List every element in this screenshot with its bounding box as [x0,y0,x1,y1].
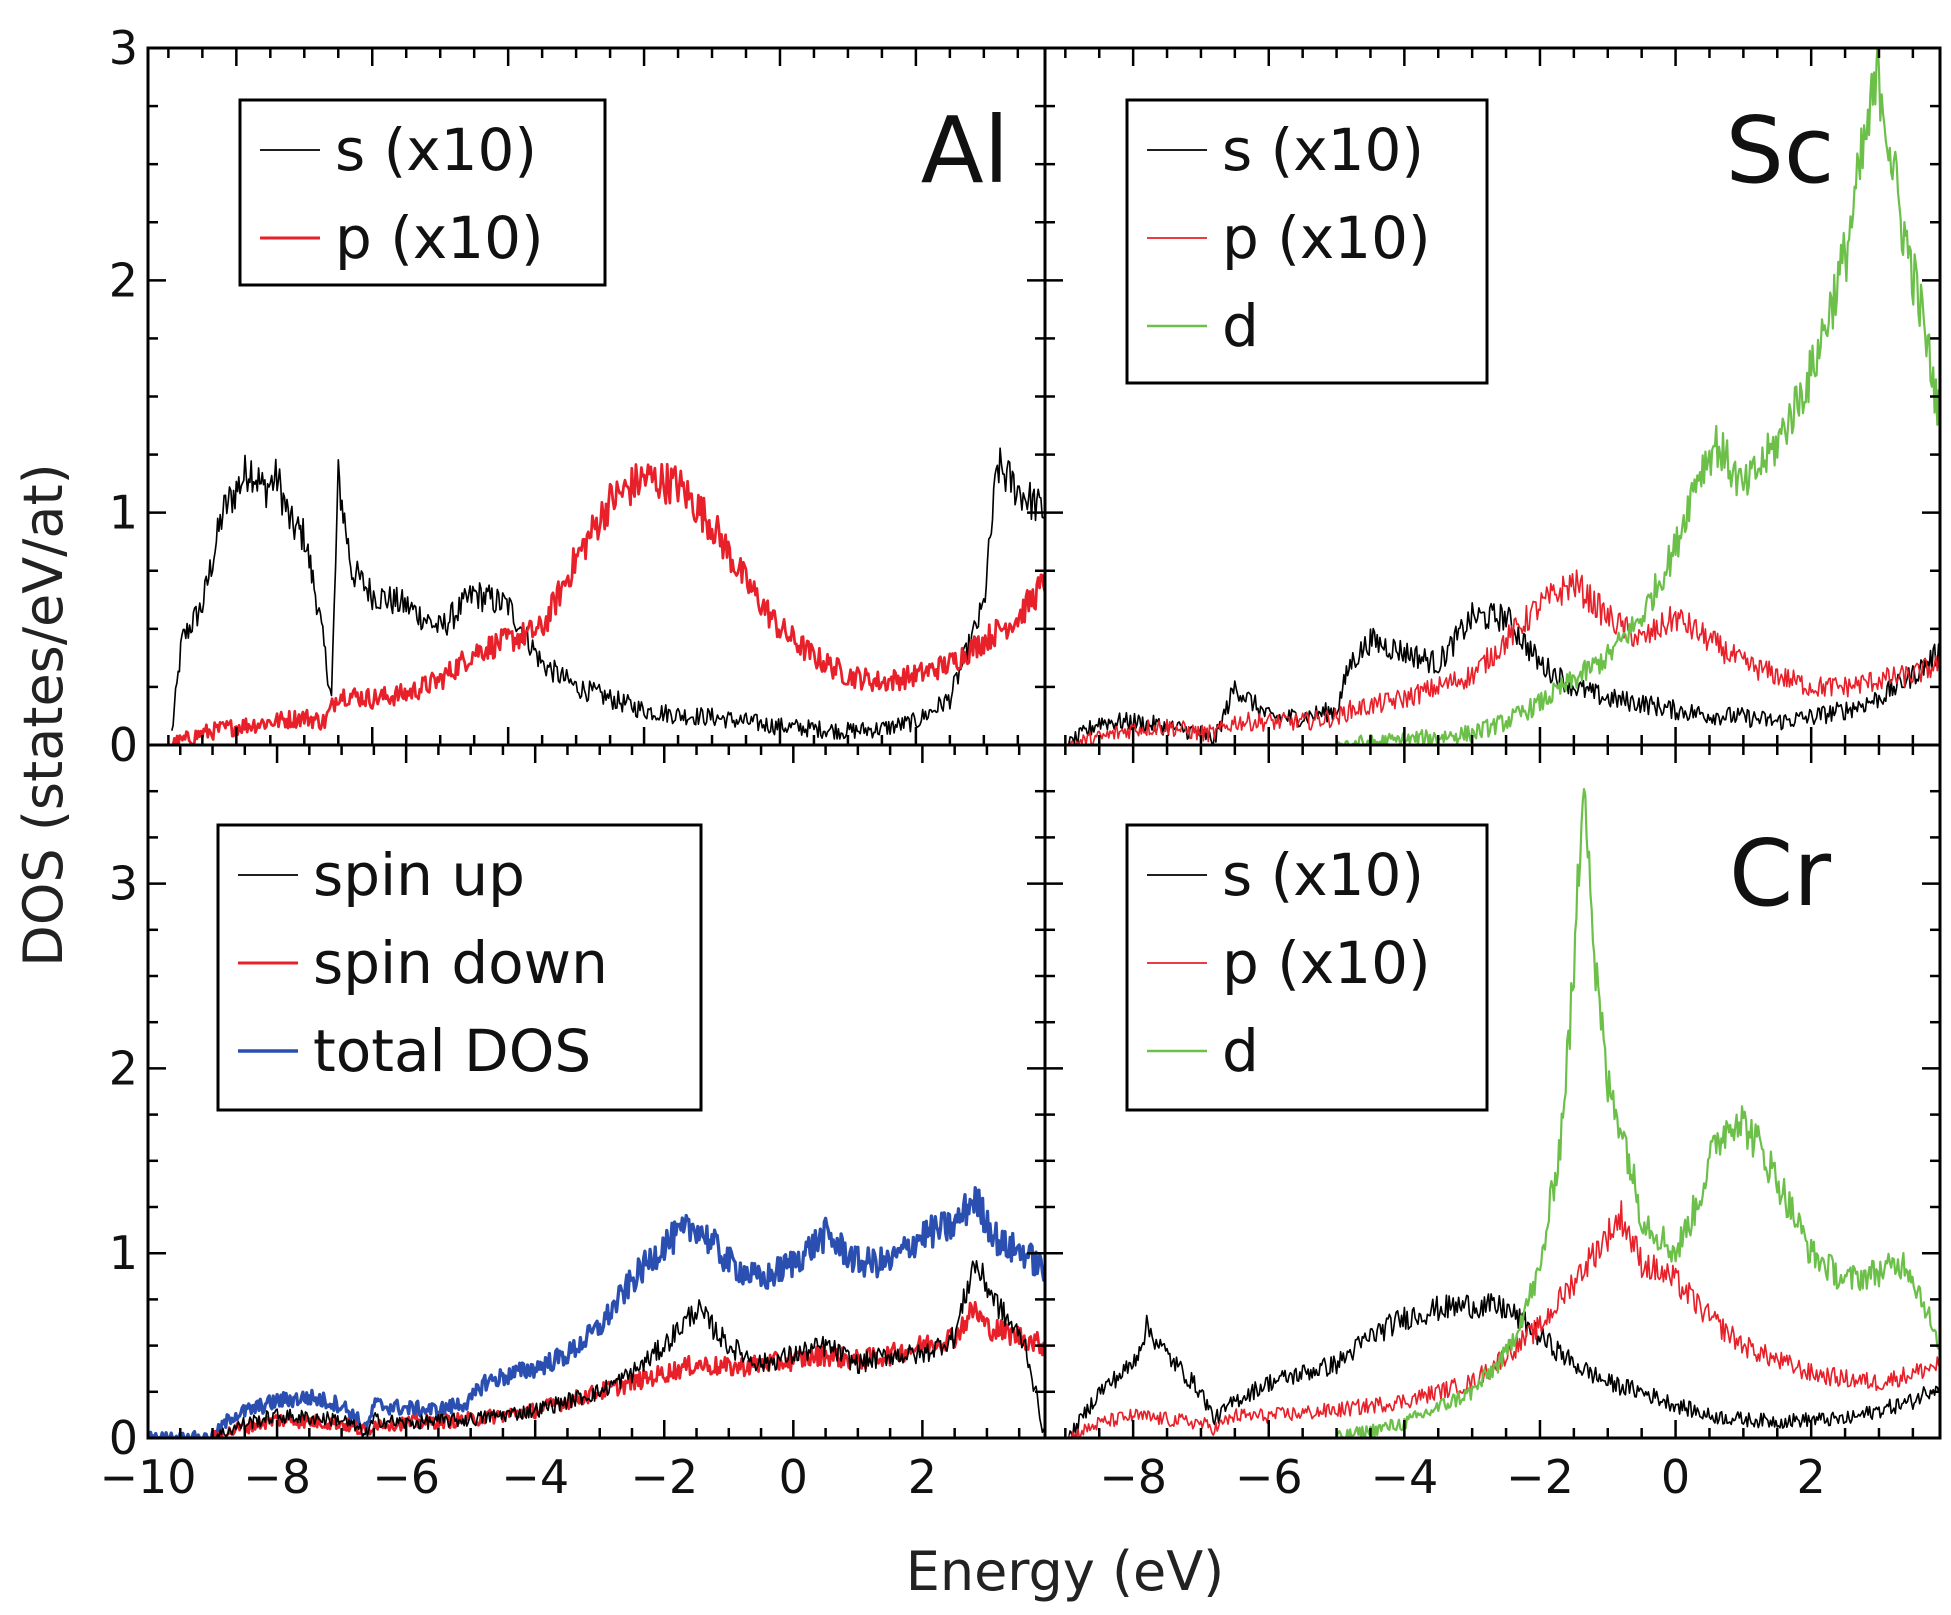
legend-label: total DOS [313,1017,591,1085]
series-s-x10 [1067,1293,1940,1438]
y-tick-label: 1 [109,1226,138,1280]
legend: s (x10) p (x10) [238,98,607,287]
legend: s (x10) p (x10) d [1125,823,1489,1112]
y-tick-label: 2 [109,253,138,307]
x-tick-label: −4 [1370,1450,1438,1504]
series-d [1335,788,1940,1438]
series-p-x10 [1067,1200,1940,1438]
series-p-x10 [1068,569,1940,745]
legend-box [1125,823,1489,1112]
x-tick-label: 0 [779,1450,808,1504]
y-tick-label: 0 [109,1411,138,1465]
x-tick-label: −4 [501,1450,569,1504]
series-group [170,447,1045,745]
legend-label: s (x10) [335,116,537,184]
series-group [148,1185,1045,1438]
legend: s (x10) p (x10) d [1125,98,1489,385]
legend-box [238,98,607,287]
y-tick-label: 3 [109,21,138,75]
x-tick-label: −2 [1506,1450,1574,1504]
legend-label: s (x10) [1222,841,1424,909]
series-spin-up [212,1259,1045,1438]
legend-label: d [1222,292,1259,360]
legend-label: spin down [313,929,608,997]
legend-box [1125,98,1489,385]
ticks [1045,743,1940,1440]
x-tick-label: −8 [243,1450,311,1504]
panel-bottom-right: −8 −6 −4 −2 0 2 s (x10) p (x10) d Cr [1043,743,1942,1504]
panel-frame [1043,743,1942,1440]
y-tick-label: 1 [109,486,138,540]
series-p-x10 [171,462,1045,745]
y-tick-label: 3 [109,857,138,911]
series-group [1067,788,1940,1438]
panel-top-right: s (x10) p (x10) d Sc [1043,46,1942,747]
legend-label: spin up [313,841,525,909]
x-tick-label: −6 [372,1450,440,1504]
legend-label: p (x10) [1222,204,1431,272]
legend-label: p (x10) [335,204,544,272]
legend: spin up spin down total DOS [216,823,703,1112]
legend-label: d [1222,1017,1259,1085]
panel-top-left: 0 1 2 3 s (x10) p (x10) Al [109,21,1047,772]
x-tick-label: −10 [99,1450,196,1504]
x-tick-label: −2 [630,1450,698,1504]
x-tick-label: −8 [1099,1450,1167,1504]
ticks [148,46,1045,747]
panel-element-label: Al [921,97,1010,204]
panel-element-label: Sc [1726,97,1835,204]
y-axis-title: DOS (states/eV/at) [12,463,75,966]
x-axis-title: Energy (eV) [906,1540,1225,1603]
panel-element-label: Cr [1729,820,1831,927]
series-s-x10 [170,447,1045,740]
x-tick-label: 2 [908,1450,937,1504]
panel-bottom-left: 0 1 2 3 −10 −8 −6 −4 −2 0 2 spin up spin down total D… [99,743,1047,1504]
legend-box [216,823,703,1112]
legend-label: p (x10) [1222,929,1431,997]
y-tick-label: 2 [109,1041,138,1095]
series-total-dos [148,1185,1045,1438]
x-tick-label: −6 [1235,1450,1303,1504]
x-tick-label: 0 [1661,1450,1690,1504]
x-tick-label: 2 [1797,1450,1826,1504]
y-tick-label: 0 [109,718,138,772]
ticks [146,743,1045,1440]
legend-label: s (x10) [1222,116,1424,184]
